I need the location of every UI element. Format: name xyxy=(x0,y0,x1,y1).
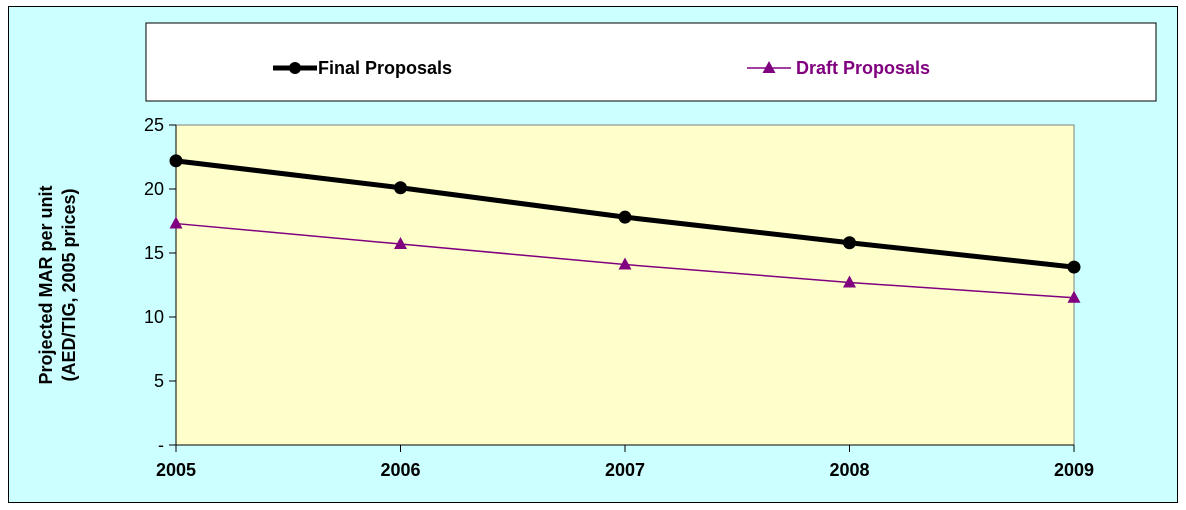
y-tick-label: 5 xyxy=(154,371,164,391)
y-tick-label: 20 xyxy=(144,179,164,199)
data-point-final xyxy=(169,154,183,168)
data-point-final xyxy=(843,236,856,250)
data-point-final xyxy=(394,181,407,195)
data-point-final xyxy=(1067,260,1081,274)
data-point-draft xyxy=(618,257,632,270)
y-tick-label: 25 xyxy=(144,115,164,135)
y-axis-label-line1: Projected MAR per unit xyxy=(36,185,56,384)
data-point-draft xyxy=(169,216,183,229)
plot-area xyxy=(175,124,1075,446)
data-point-draft xyxy=(1067,290,1081,303)
legend-marker-draft xyxy=(762,61,776,73)
x-tick-label: 2006 xyxy=(380,460,420,480)
legend: Final Proposals Draft Proposals xyxy=(145,22,1157,102)
y-ticks: - 5 10 15 20 25 xyxy=(144,115,176,455)
y-tick-label: 15 xyxy=(144,243,164,263)
x-tick-label: 2008 xyxy=(829,460,869,480)
y-tick-label: 10 xyxy=(144,307,164,327)
legend-entry-final: Final Proposals xyxy=(273,58,452,78)
data-point-final xyxy=(618,210,632,224)
legend-label-draft: Draft Proposals xyxy=(796,58,930,78)
x-tick-label: 2007 xyxy=(605,460,645,480)
y-axis-label-line2: (AED/TIG, 2005 prices) xyxy=(59,188,79,381)
series-layer xyxy=(169,154,1081,303)
legend-box xyxy=(145,22,1157,102)
legend-marker-final xyxy=(289,62,301,74)
data-point-draft xyxy=(843,275,856,288)
data-point-draft xyxy=(394,237,407,250)
x-ticks: 2005 2006 2007 2008 2009 xyxy=(156,445,1094,480)
x-tick-label: 2009 xyxy=(1054,460,1094,480)
y-tick-label: - xyxy=(158,435,164,455)
legend-entry-draft: Draft Proposals xyxy=(747,58,930,78)
legend-label-final: Final Proposals xyxy=(318,58,452,78)
x-tick-label: 2005 xyxy=(156,460,196,480)
